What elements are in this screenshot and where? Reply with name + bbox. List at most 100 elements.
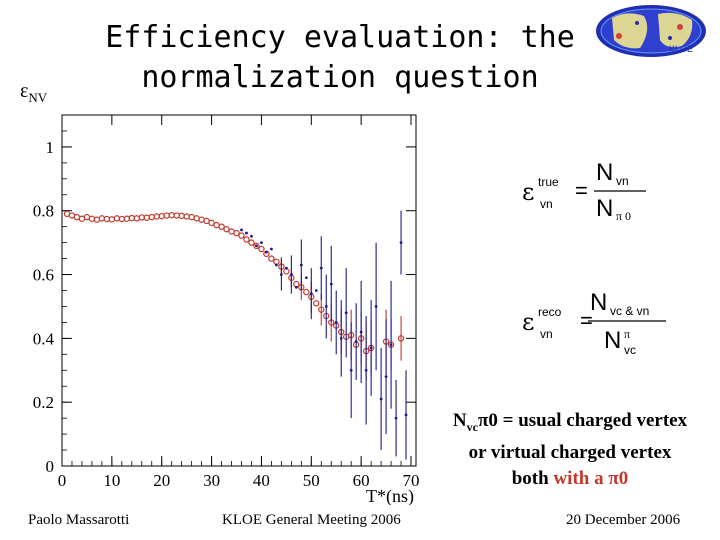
red-data-point <box>188 213 195 221</box>
x-tick-label: 50 <box>303 471 320 490</box>
blue-data-point <box>399 241 403 245</box>
x-tick-label: 70 <box>403 471 420 490</box>
blue-data-point <box>260 241 263 245</box>
eq-true-num-sub: vn <box>616 174 629 188</box>
red-data-point <box>258 245 265 253</box>
blue-data-point <box>279 273 283 276</box>
red-data-point <box>243 236 250 243</box>
blue-data-point <box>245 231 248 235</box>
x-tick-label: 0 <box>58 471 67 490</box>
y-tick-label: 0.6 <box>33 266 54 285</box>
red-data-point <box>98 215 106 222</box>
plot-frame <box>61 114 417 467</box>
note-line-2: or virtual charged vertex <box>468 441 672 463</box>
red-data-point <box>193 215 200 222</box>
blue-data-point <box>374 305 378 308</box>
eq-reco-den-sup: π <box>624 327 630 341</box>
eq-reco-den: N <box>604 327 621 354</box>
blue-data-point <box>284 266 288 270</box>
normalization-note: Nvcπ0 = usual charged vertex or virtual … <box>420 408 720 492</box>
logo-text: KLOE <box>669 44 693 54</box>
red-data-point <box>303 288 310 296</box>
blue-data-point <box>265 250 268 254</box>
eq-reco-num: N <box>590 289 607 316</box>
red-data-point <box>253 242 260 250</box>
footer-author: Paolo Massarotti <box>28 512 130 528</box>
title-line-2: normalization question <box>141 60 539 95</box>
footer-meeting: KLOE General Meeting 2006 <box>222 512 401 528</box>
kloe-logo: KLOE <box>582 0 720 62</box>
blue-data-point <box>354 340 358 343</box>
x-tick-label: 40 <box>253 471 270 490</box>
eq-reco-sub: vn <box>540 327 553 341</box>
x-axis-label: T*(ns) <box>366 486 414 505</box>
blue-data-point <box>364 368 368 372</box>
x-tick-label: 60 <box>353 471 370 490</box>
blue-data-point <box>314 289 318 292</box>
footer-date: 20 December 2006 <box>566 512 681 528</box>
blue-data-point <box>394 416 398 420</box>
blue-data-point <box>334 321 338 324</box>
blue-data-point <box>404 413 408 417</box>
red-data-point <box>233 229 240 237</box>
slide-title: Efficiency evaluation: the normalization… <box>60 18 620 98</box>
eq-true-epsilon: ε <box>522 178 534 206</box>
red-data-point <box>218 223 225 230</box>
note-n-sub: vc <box>466 419 478 434</box>
red-data-point <box>248 239 255 246</box>
x-tick-label: 30 <box>203 471 220 490</box>
efficiency-plot: 00.20.40.60.810 10 20 30 40 50 60 70T*(ns) <box>33 114 420 505</box>
equation-true: ε true vn = N vn N π 0 <box>520 158 690 233</box>
blue-data-point <box>294 285 298 289</box>
eq-true-num: N <box>596 159 613 186</box>
red-data-point <box>93 216 101 223</box>
equation-true-svg: ε true vn = N vn N π 0 <box>522 159 646 223</box>
blue-data-point <box>359 330 363 334</box>
red-data-point <box>397 335 405 342</box>
x-tick-label: 10 <box>103 471 120 490</box>
eq-true-sup: true <box>538 175 559 189</box>
note-line-3: both with a π0 <box>420 466 720 492</box>
y-axis-symbol: ε <box>20 80 29 102</box>
eq-reco-num-sub: vc & vn <box>610 304 649 318</box>
red-data-point <box>88 215 96 222</box>
note-pi0: π0 <box>477 410 498 431</box>
blue-data-point <box>324 305 328 308</box>
y-axis-subscript: NV <box>28 90 48 105</box>
blue-data-point <box>384 375 388 379</box>
blue-data-point <box>329 282 333 286</box>
blue-data-point <box>250 234 253 238</box>
blue-data-point <box>369 346 373 350</box>
note-line-3-a: both <box>511 467 554 489</box>
blue-data-point <box>339 336 343 340</box>
x-tick-label: 20 <box>153 471 170 490</box>
blue-data-point <box>319 266 323 270</box>
red-data-point <box>198 216 205 223</box>
red-data-point <box>223 226 230 233</box>
red-data-point <box>318 306 325 313</box>
y-tick-label: 0.8 <box>33 202 54 221</box>
blue-data-point <box>309 292 313 296</box>
blue-data-point <box>299 263 303 267</box>
eq-reco-den-sub: vc <box>624 343 636 357</box>
y-tick-label: 0.2 <box>33 393 54 412</box>
note-n: N <box>452 410 467 431</box>
note-line-1: Nvcπ0 = usual charged vertex <box>420 408 720 440</box>
note-line-1-rest: = usual charged vertex <box>497 410 688 431</box>
red-data-point <box>238 232 245 239</box>
y-tick-label: 0.4 <box>33 329 55 348</box>
eq-true-den: N <box>596 195 613 222</box>
equation-reco-svg: ε reco vn = N vc & vn N π vc <box>522 289 666 357</box>
blue-data-point <box>274 263 278 267</box>
y-tick-label: 1 <box>46 138 55 157</box>
red-data-point <box>148 213 155 221</box>
eq-reco-sup: reco <box>538 305 562 319</box>
red-data-point <box>268 255 275 262</box>
blue-data-point <box>240 228 243 232</box>
eq-true-sub: vn <box>540 197 553 211</box>
eq-true-den-sub: π 0 <box>616 209 631 223</box>
note-line-3-b: with a π0 <box>553 467 629 489</box>
blue-data-point <box>379 397 383 401</box>
eq-true-equals: = <box>575 178 588 203</box>
eq-reco-equals: = <box>580 308 593 333</box>
